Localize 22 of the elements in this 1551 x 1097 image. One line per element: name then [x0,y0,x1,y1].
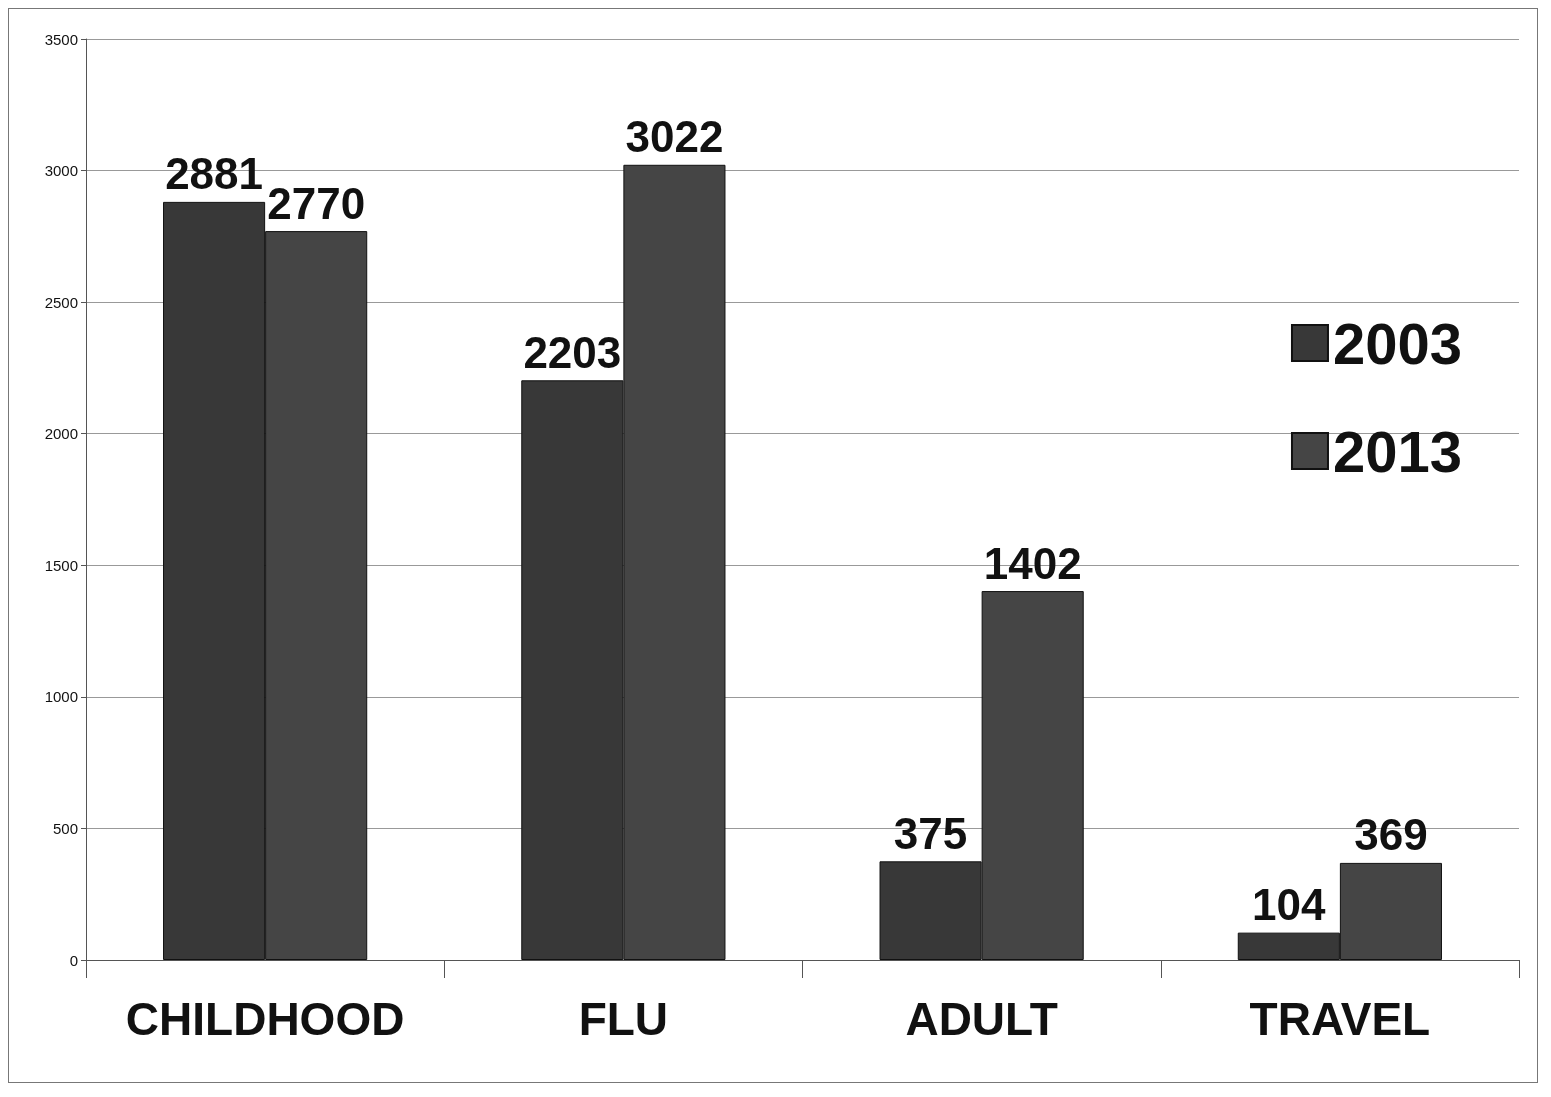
legend-label: 2013 [1332,418,1462,484]
x-tick-label: FLU [578,993,669,1045]
y-tick-label: 3500 [44,30,78,48]
y-tick-label: 2000 [44,425,78,443]
y-tick-label: 3000 [44,162,78,180]
data-label: 2881 [165,149,264,199]
data-label: 375 [893,808,968,858]
data-label: 2770 [267,178,366,228]
y-tick-label: 2500 [44,293,78,311]
data-label: 1402 [983,538,1082,588]
data-label: 3022 [625,112,724,162]
x-tick-label: TRAVEL [1249,993,1431,1045]
data-label: 369 [1354,810,1428,860]
y-tick-label: 1500 [44,556,78,574]
y-tick-label: 1000 [44,688,78,706]
legend-label: 2003 [1332,310,1462,376]
x-tick-label: ADULT [905,993,1058,1045]
y-tick-label: 0 [69,951,78,969]
y-tick-label: 500 [52,819,78,837]
data-label: 2203 [523,327,622,377]
x-tick-label: CHILDHOOD [125,993,405,1045]
data-label: 104 [1252,880,1327,930]
